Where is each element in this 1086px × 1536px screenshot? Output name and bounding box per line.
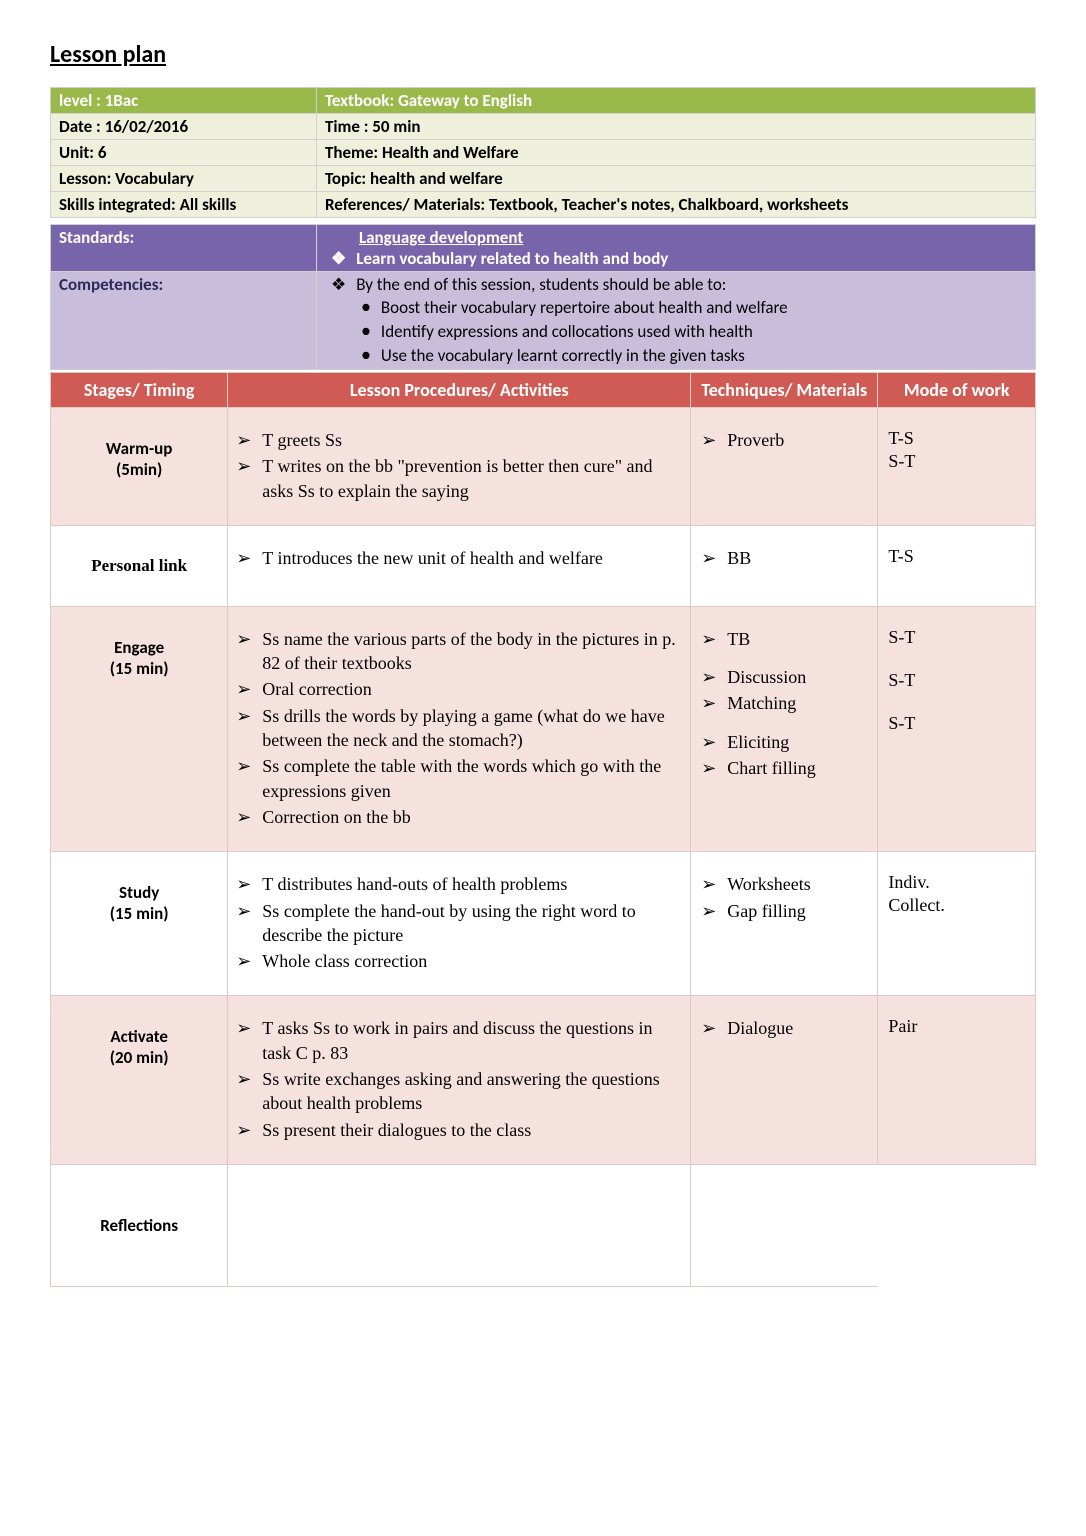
competencies-content: By the end of this session, students sho…: [316, 272, 1035, 370]
techniques-cell: Worksheets Gap filling: [691, 852, 878, 996]
activities-cell: [228, 1164, 691, 1286]
list-item: Oral correction: [232, 677, 680, 701]
techniques-cell: Proverb: [691, 408, 878, 526]
list-item: Ss name the various parts of the body in…: [232, 627, 680, 676]
mode-cell: T-S S-T: [878, 408, 1036, 526]
mode-cell: T-S: [878, 525, 1036, 606]
competencies-b3: Use the vocabulary learnt correctly in t…: [325, 343, 1027, 367]
competencies-b1: Boost their vocabulary repertoire about …: [325, 295, 1027, 319]
col-activities: Lesson Procedures/ Activities: [228, 373, 691, 408]
techniques-cell: BB: [691, 525, 878, 606]
list-item: Gap filling: [697, 899, 871, 923]
list-item: Worksheets: [697, 872, 871, 896]
list-item: T distributes hand-outs of health proble…: [232, 872, 680, 896]
stage-cell: Activate (20 min): [51, 996, 228, 1164]
list-item: Matching: [697, 691, 871, 715]
list-item: Ss present their dialogues to the class: [232, 1118, 680, 1142]
standards-item: Learn vocabulary related to health and b…: [325, 248, 1027, 269]
time-cell: Time : 50 min: [316, 114, 1035, 140]
list-item: Correction on the bb: [232, 805, 680, 829]
table-header-row: Stages/ Timing Lesson Procedures/ Activi…: [51, 373, 1036, 408]
col-mode: Mode of work: [878, 373, 1036, 408]
col-stage: Stages/ Timing: [51, 373, 228, 408]
procedure-table: Stages/ Timing Lesson Procedures/ Activi…: [50, 372, 1036, 1287]
list-item: Dialogue: [697, 1016, 871, 1040]
activities-cell: Ss name the various parts of the body in…: [228, 606, 691, 851]
list-item: Eliciting: [697, 730, 871, 754]
table-row: Engage (15 min) Ss name the various part…: [51, 606, 1036, 851]
table-row: Warm-up (5min) T greets Ss T writes on t…: [51, 408, 1036, 526]
activities-cell: T introduces the new unit of health and …: [228, 525, 691, 606]
level-cell: level : 1Bac: [51, 88, 317, 114]
competencies-label: Competencies:: [51, 272, 317, 370]
standards-table: Standards: Language development Learn vo…: [50, 224, 1036, 370]
list-item: Whole class correction: [232, 949, 680, 973]
list-item: Chart filling: [697, 756, 871, 780]
competencies-intro: By the end of this session, students sho…: [325, 274, 1027, 295]
table-row: Personal link T introduces the new unit …: [51, 525, 1036, 606]
standards-heading: Language development: [359, 227, 523, 248]
activities-cell: T greets Ss T writes on the bb "preventi…: [228, 408, 691, 526]
list-item: T introduces the new unit of health and …: [232, 546, 680, 570]
lesson-info-table: level : 1Bac Textbook: Gateway to Englis…: [50, 87, 1036, 218]
textbook-cell: Textbook: Gateway to English: [316, 88, 1035, 114]
standards-label: Standards:: [51, 225, 317, 272]
stage-cell: Engage (15 min): [51, 606, 228, 851]
skills-cell: Skills integrated: All skills: [51, 192, 317, 218]
list-item: T writes on the bb "prevention is better…: [232, 454, 680, 503]
stage-cell: Warm-up (5min): [51, 408, 228, 526]
date-cell: Date : 16/02/2016: [51, 114, 317, 140]
refs-cell: References/ Materials: Textbook, Teacher…: [316, 192, 1035, 218]
stage-cell: Reflections: [51, 1164, 228, 1286]
list-item: Ss complete the table with the words whi…: [232, 754, 680, 803]
topic-cell: Topic: health and welfare: [316, 166, 1035, 192]
lesson-cell: Lesson: Vocabulary: [51, 166, 317, 192]
theme-cell: Theme: Health and Welfare: [316, 140, 1035, 166]
mode-cell: Pair: [878, 996, 1036, 1164]
list-item: TB: [697, 627, 871, 651]
col-techniques: Techniques/ Materials: [691, 373, 878, 408]
mode-cell: S-T S-T S-T: [878, 606, 1036, 851]
techniques-cell: [691, 1164, 878, 1286]
mode-cell: [878, 1164, 1036, 1286]
list-item: T asks Ss to work in pairs and discuss t…: [232, 1016, 680, 1065]
list-item: Proverb: [697, 428, 871, 452]
techniques-cell: TB Discussion Matching Eliciting Chart f…: [691, 606, 878, 851]
list-item: Ss drills the words by playing a game (w…: [232, 704, 680, 753]
list-item: T greets Ss: [232, 428, 680, 452]
table-row: Study (15 min) T distributes hand-outs o…: [51, 852, 1036, 996]
stage-cell: Personal link: [51, 525, 228, 606]
mode-cell: Indiv. Collect.: [878, 852, 1036, 996]
activities-cell: T distributes hand-outs of health proble…: [228, 852, 691, 996]
competencies-b2: Identify expressions and collocations us…: [325, 319, 1027, 343]
standards-content: Language development Learn vocabulary re…: [316, 225, 1035, 272]
list-item: Discussion: [697, 665, 871, 689]
list-item: Ss complete the hand-out by using the ri…: [232, 899, 680, 948]
stage-cell: Study (15 min): [51, 852, 228, 996]
list-item: BB: [697, 546, 871, 570]
table-row: Activate (20 min) T asks Ss to work in p…: [51, 996, 1036, 1164]
list-item: Ss write exchanges asking and answering …: [232, 1067, 680, 1116]
techniques-cell: Dialogue: [691, 996, 878, 1164]
unit-cell: Unit: 6: [51, 140, 317, 166]
table-row: Reflections: [51, 1164, 1036, 1286]
activities-cell: T asks Ss to work in pairs and discuss t…: [228, 996, 691, 1164]
page-title: Lesson plan: [50, 40, 1036, 69]
